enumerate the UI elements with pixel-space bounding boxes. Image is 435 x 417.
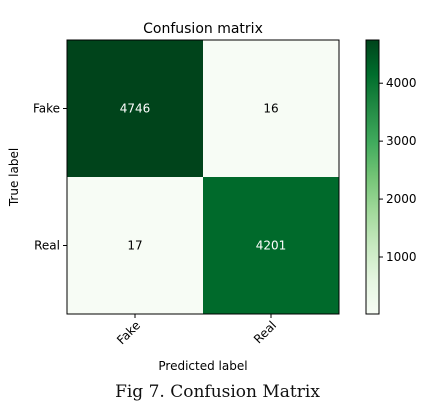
- x-axis-label: Predicted label: [158, 359, 247, 373]
- plot-frame: [66, 39, 340, 315]
- heatmap-cell: [203, 177, 339, 314]
- y-tick-label: Fake: [33, 102, 60, 116]
- x-axis-ticks: Fake Real: [114, 314, 279, 347]
- chart-title: Confusion matrix: [143, 21, 263, 37]
- heatmap-cell: [67, 177, 203, 314]
- cell-value-label: 4201: [256, 239, 287, 253]
- y-axis-ticks: Fake Real: [33, 102, 67, 253]
- colorbar-tick-label: 3000: [386, 134, 417, 148]
- x-tick-label: Fake: [114, 318, 143, 347]
- colorbar-tick-label: 4000: [386, 76, 417, 90]
- colorbar-tick-label: 1000: [386, 250, 417, 264]
- x-tick-label: Real: [251, 318, 279, 346]
- heatmap-cell: [203, 40, 339, 177]
- y-axis-label: True label: [7, 148, 21, 207]
- heatmap-cells: 4746 16 17 4201: [67, 40, 339, 314]
- colorbar: [365, 39, 380, 315]
- cell-value-label: 4746: [120, 102, 151, 116]
- figure-caption: Fig 7. Confusion Matrix: [115, 382, 320, 402]
- cell-value-label: 17: [127, 239, 142, 253]
- cell-value-label: 16: [263, 102, 278, 116]
- colorbar-tick-label: 2000: [386, 192, 417, 206]
- colorbar-ticks: 1000 2000 3000 4000: [379, 76, 417, 264]
- heatmap-cell: [67, 40, 203, 177]
- y-tick-label: Real: [34, 239, 60, 253]
